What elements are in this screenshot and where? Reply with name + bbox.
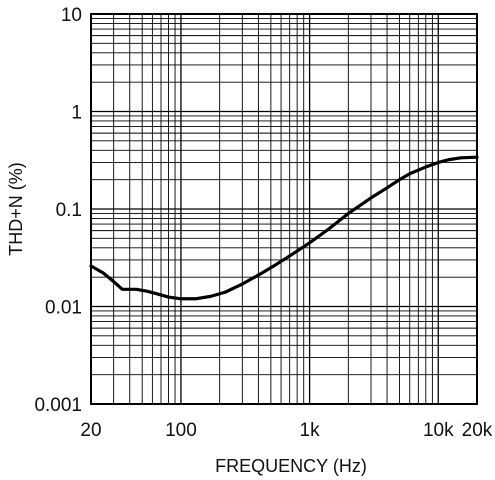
y-tick-label: 0.1 xyxy=(56,200,82,221)
y-tick-label: 0.01 xyxy=(45,298,82,319)
plot-frame xyxy=(90,13,478,405)
x-tick-label: 1k xyxy=(300,420,321,441)
series-line xyxy=(89,155,479,301)
x-tick-label: 20 xyxy=(80,420,101,441)
x-tick-label: 10k xyxy=(423,420,454,441)
x-tick-label: 100 xyxy=(165,420,197,441)
x-tick-label: 20k xyxy=(462,420,493,441)
x-axis-title: FREQUENCY (Hz) xyxy=(215,456,367,476)
plot-grid xyxy=(90,14,478,405)
y-axis-title: THD+N (%) xyxy=(6,162,26,256)
y-tick-label: 10 xyxy=(61,5,82,26)
x-tick-labels: 20 100 1k 10k 20k xyxy=(80,420,492,441)
data-series-layer xyxy=(89,155,479,301)
y-tick-label: 1 xyxy=(71,103,82,124)
y-tick-labels: 10 1 0.1 0.01 0.001 xyxy=(34,5,82,416)
y-tick-label: 0.001 xyxy=(34,395,82,416)
